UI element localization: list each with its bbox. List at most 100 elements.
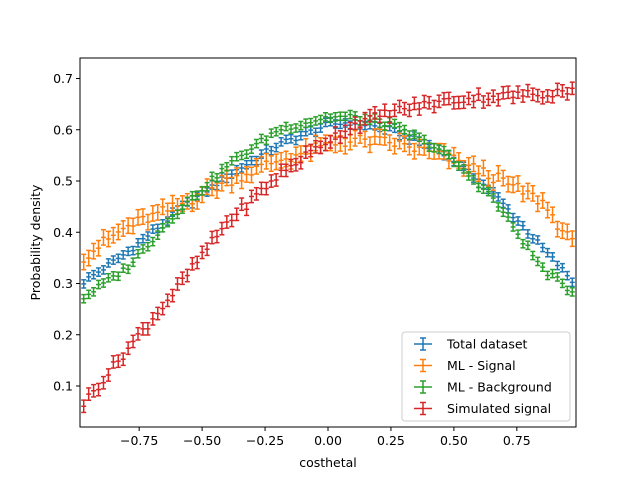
error-bar-point <box>268 128 274 139</box>
error-bar-point <box>263 181 269 196</box>
error-bar-point <box>100 265 106 275</box>
y-tick-label: 0.4 <box>53 225 73 240</box>
error-bar-point <box>120 352 126 367</box>
error-bar-point <box>115 354 121 369</box>
error-bar-point <box>135 248 141 259</box>
error-bar-point <box>145 241 151 252</box>
x-tick-label: −0.25 <box>246 433 284 448</box>
error-bar-point <box>554 82 560 97</box>
error-bar-point <box>313 139 319 154</box>
error-bar-point <box>130 334 136 349</box>
error-bar-point <box>174 209 180 220</box>
error-bar-point <box>554 260 560 271</box>
legend-label: ML - Background <box>447 380 552 395</box>
error-bar-point <box>189 190 195 201</box>
error-bar-point <box>145 213 151 231</box>
x-tick-label: 0.75 <box>503 433 531 448</box>
error-bar-point <box>406 103 412 118</box>
error-bar-point <box>382 121 388 132</box>
error-bar-point <box>397 121 403 132</box>
error-bar-point <box>273 126 279 137</box>
error-bar-point <box>485 92 491 107</box>
error-bar-point <box>431 142 437 153</box>
error-bar-point <box>545 270 551 281</box>
error-bar-point <box>86 289 92 300</box>
y-tick-label: 0.2 <box>53 327 73 342</box>
error-bar-point <box>283 163 289 178</box>
error-bar-point <box>545 89 551 103</box>
error-bar-point <box>466 91 472 106</box>
error-bar-point <box>490 89 496 104</box>
error-bar-point <box>100 375 106 390</box>
error-bar-point <box>382 103 388 118</box>
error-bar-point <box>204 242 210 257</box>
error-bar-point <box>411 96 417 111</box>
error-bar-point <box>120 220 126 237</box>
error-bar-point <box>288 158 294 173</box>
error-bar-point <box>278 163 284 178</box>
error-bar-point <box>530 87 536 102</box>
error-bar-point <box>352 116 358 131</box>
error-bar-point <box>184 268 190 283</box>
error-bar-point <box>318 140 324 155</box>
error-bar-point <box>86 387 92 401</box>
error-bar-point <box>135 326 141 341</box>
error-bar-point <box>525 83 531 98</box>
error-bar-point <box>160 198 166 216</box>
error-bar-point <box>530 250 536 261</box>
error-bar-point <box>224 161 230 172</box>
error-bar-point <box>155 203 161 221</box>
error-bar-point <box>125 217 131 235</box>
error-bar-point <box>239 172 245 190</box>
error-bar-point <box>253 138 259 149</box>
x-tick-label: −0.50 <box>183 433 221 448</box>
error-bar-point <box>140 208 146 226</box>
error-bar-point <box>150 311 156 326</box>
error-bar-point <box>456 95 462 110</box>
error-bar-point <box>170 194 176 212</box>
error-bar-point <box>130 257 136 268</box>
error-bar-point <box>105 258 111 268</box>
error-bar-point <box>268 145 274 156</box>
x-tick-label: −0.75 <box>120 433 158 448</box>
legend-item: ML - Signal <box>414 358 516 373</box>
error-bar-point <box>145 231 151 241</box>
error-bar-point <box>194 255 200 270</box>
legend-item: ML - Background <box>414 380 552 395</box>
error-bar-point <box>155 230 161 240</box>
error-bar-point <box>209 171 215 182</box>
error-bar-point <box>490 174 496 191</box>
error-bar-point <box>258 133 264 144</box>
error-bar-point <box>411 129 417 140</box>
error-bar-point <box>298 130 304 141</box>
error-bar-point <box>411 142 417 160</box>
error-bar-point <box>535 256 541 267</box>
error-bar-point <box>510 176 516 194</box>
error-bar-point <box>569 277 575 288</box>
error-bar-point <box>569 81 575 96</box>
error-bar-point <box>239 150 245 161</box>
error-bar-point <box>387 134 393 152</box>
error-bar-point <box>81 279 87 289</box>
error-bar-point <box>525 229 531 239</box>
error-bar-point <box>278 124 284 135</box>
error-bar-point <box>515 229 521 240</box>
error-bar-point <box>268 155 274 173</box>
error-bar-point <box>273 142 279 153</box>
error-bar-point <box>367 108 373 123</box>
error-bar-point <box>263 152 269 170</box>
error-bar-point <box>530 233 536 244</box>
error-bar-point <box>263 135 269 146</box>
error-bar-point <box>253 157 259 175</box>
error-bar-point <box>451 95 457 110</box>
error-bar-point <box>135 208 141 226</box>
error-bar-point <box>140 244 146 254</box>
error-bar-point <box>140 321 146 336</box>
error-bar-point <box>115 271 121 282</box>
error-bar-point <box>540 262 546 273</box>
error-bar-point <box>323 137 329 152</box>
error-bar-point <box>204 181 210 192</box>
error-bar-point <box>525 240 531 251</box>
error-bar-point <box>554 272 560 282</box>
error-bar-point <box>387 109 393 124</box>
